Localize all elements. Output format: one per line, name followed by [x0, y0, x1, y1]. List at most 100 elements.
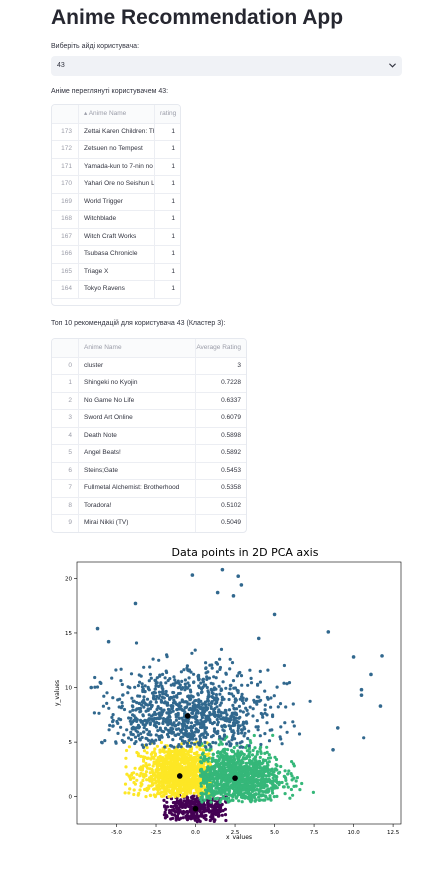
table-row[interactable]: 173 Zettai Karen Children: Th 1: [52, 122, 180, 141]
column-header-anime-name[interactable]: ▴ Anime Name: [79, 105, 155, 123]
table-row[interactable]: 166 Tsubasa Chronicle 1: [52, 245, 180, 264]
recommendations-table[interactable]: Anime Name Average Rating 0 cluster 3 1 Shin…: [51, 338, 247, 533]
data-point: [218, 735, 222, 739]
table-row[interactable]: 5 Angel Beats! 0.5892: [52, 444, 246, 463]
column-header-rating[interactable]: rating: [160, 110, 177, 117]
data-point: [211, 752, 215, 756]
data-point: [174, 818, 178, 822]
data-point: [175, 792, 179, 796]
data-point: [175, 751, 179, 755]
table-row[interactable]: 9 Mirai Nikki (TV) 0.5049: [52, 514, 246, 532]
data-point: [203, 798, 207, 802]
data-point: [187, 694, 191, 698]
row-index: 167: [52, 227, 79, 245]
data-point: [212, 809, 216, 813]
data-point: [178, 805, 182, 809]
data-point: [216, 713, 220, 717]
data-point: [273, 755, 277, 759]
table-row[interactable]: 169 World Trigger 1: [52, 192, 180, 211]
data-point: [196, 741, 200, 745]
data-point: [214, 758, 218, 762]
data-point: [180, 769, 184, 773]
data-point: [141, 687, 145, 691]
data-point: [219, 701, 223, 705]
data-point: [185, 666, 189, 670]
data-point: [133, 741, 137, 746]
data-point: [119, 725, 123, 729]
table-row[interactable]: 168 Witchblade 1: [52, 210, 180, 229]
data-point: [144, 743, 148, 747]
data-point: [102, 694, 106, 698]
data-point: [183, 740, 187, 744]
data-point: [283, 792, 287, 796]
data-point: [176, 679, 180, 683]
x-tick-label: 10.0: [347, 830, 360, 836]
data-point: [165, 800, 169, 804]
table-row[interactable]: 167 Witch Craft Works 1: [52, 227, 180, 246]
table-row[interactable]: 3 Sword Art Online 0.6079: [52, 409, 246, 428]
data-point: [236, 731, 240, 735]
data-point: [134, 641, 139, 645]
table-row[interactable]: 4 Death Note 0.5898: [52, 426, 246, 445]
data-point: [151, 739, 155, 744]
data-point: [158, 787, 162, 791]
user-id-select[interactable]: 43: [51, 56, 402, 76]
data-point: [139, 754, 143, 758]
data-point: [198, 819, 202, 823]
data-point: [199, 718, 203, 722]
column-header-average-rating[interactable]: Average Rating: [196, 344, 241, 351]
table-row[interactable]: 172 Zetsuen no Tempest 1: [52, 140, 180, 159]
table-row[interactable]: 164 Tokyo Ravens 1: [52, 280, 180, 299]
table-row[interactable]: 170 Yahari Ore no Seishun Lo 1: [52, 175, 180, 194]
table-row[interactable]: 1 Shingeki no Kyojin 0.7228: [52, 374, 246, 393]
data-point: [175, 807, 179, 811]
data-point: [216, 796, 220, 800]
data-point: [178, 691, 182, 695]
data-point: [227, 777, 231, 781]
data-point: [175, 761, 179, 765]
data-point: [151, 764, 155, 768]
table-row[interactable]: 6 Steins;Gate 0.5453: [52, 461, 246, 480]
data-point: [212, 819, 216, 823]
data-point: [196, 758, 201, 762]
data-point: [178, 701, 182, 705]
table-row[interactable]: 7 Fullmetal Alchemist: Brotherhood 0.5358: [52, 479, 246, 498]
data-point: [275, 685, 279, 689]
data-point: [152, 761, 156, 765]
data-point: [256, 781, 260, 785]
data-point: [164, 689, 168, 694]
table-row[interactable]: 165 Triage X 1: [52, 262, 180, 281]
data-point: [185, 775, 189, 779]
data-point: [154, 684, 158, 688]
data-point: [173, 767, 177, 771]
average-rating-cell: 0.5049: [221, 519, 241, 526]
data-point: [257, 795, 261, 799]
data-point: [174, 718, 178, 722]
anime-name-cell: Fullmetal Alchemist: Brotherhood: [79, 479, 196, 497]
data-point: [187, 757, 191, 761]
table-row[interactable]: 2 No Game No Life 0.6337: [52, 391, 246, 410]
data-point: [256, 725, 260, 729]
table-row[interactable]: 171 Yamada-kun to 7-nin no I 1: [52, 157, 180, 176]
watched-table[interactable]: ▴ Anime Name rating 173 Zettai Karen Chil…: [51, 104, 181, 306]
data-point: [270, 789, 274, 793]
data-point: [213, 710, 217, 714]
data-point: [92, 711, 96, 715]
column-header-anime-name[interactable]: Anime Name: [79, 339, 196, 357]
data-point: [141, 689, 145, 694]
data-point: [237, 777, 241, 781]
data-point: [232, 765, 236, 769]
data-point: [201, 702, 205, 706]
data-point: [160, 700, 164, 704]
table-row[interactable]: 0 cluster 3: [52, 356, 246, 375]
data-point: [169, 726, 173, 730]
data-point: [255, 702, 259, 706]
data-point: [142, 665, 146, 669]
data-point: [161, 717, 166, 721]
data-point: [153, 753, 157, 757]
data-point: [253, 784, 257, 789]
data-point: [227, 708, 231, 712]
table-row[interactable]: 8 Toradora! 0.5102: [52, 496, 246, 515]
data-point: [106, 639, 111, 644]
data-point: [256, 636, 261, 641]
